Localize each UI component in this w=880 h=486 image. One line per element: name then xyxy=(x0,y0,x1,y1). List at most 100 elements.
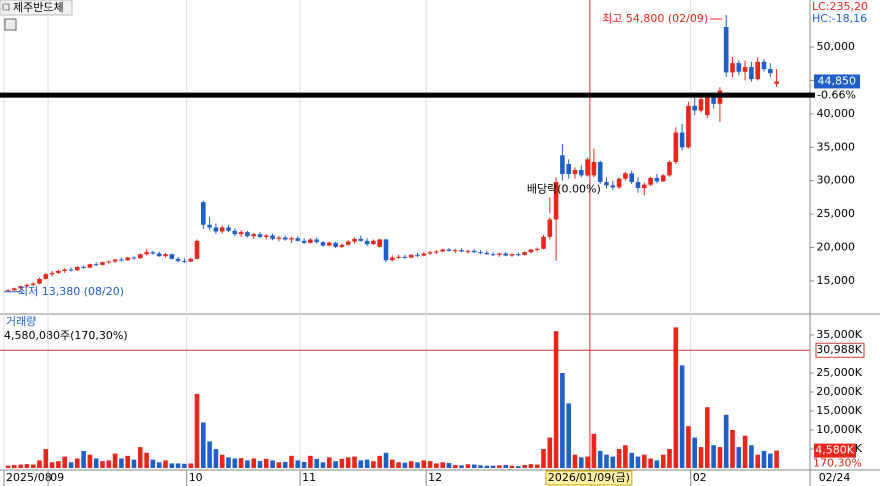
candle-body xyxy=(377,239,382,247)
volume-ratio: 170,30% xyxy=(813,457,862,470)
volume-bar xyxy=(742,435,748,468)
volume-bar xyxy=(345,457,351,468)
candle-body xyxy=(591,161,597,176)
volume-bar xyxy=(660,454,666,468)
candle-body xyxy=(24,284,30,287)
candle-body xyxy=(49,272,55,275)
volume-bar xyxy=(541,449,546,468)
candle-body xyxy=(100,262,105,265)
volume-title: 거래량 xyxy=(6,315,36,328)
candle-body xyxy=(465,250,471,252)
tool-icon[interactable] xyxy=(4,18,17,31)
volume-bar xyxy=(503,464,508,468)
candle-body xyxy=(327,242,332,246)
volume-bar xyxy=(5,465,11,468)
volume-bar xyxy=(245,460,250,468)
volume-bar xyxy=(150,459,156,468)
volume-bar xyxy=(112,453,118,468)
price-box xyxy=(814,74,860,89)
volume-bar xyxy=(100,461,105,468)
volume-bar xyxy=(18,464,23,468)
volume-bar xyxy=(131,459,137,468)
volume-bar xyxy=(761,450,767,468)
volume-bar xyxy=(138,447,143,468)
candle-body xyxy=(654,178,660,182)
volume-bar xyxy=(175,463,181,468)
volume-bar xyxy=(396,462,401,468)
volume-bar xyxy=(314,458,319,468)
volume-bar xyxy=(402,462,408,468)
candle-body xyxy=(434,251,439,253)
candle-body xyxy=(497,253,502,255)
candle-body xyxy=(371,240,376,245)
candle-body xyxy=(516,254,521,256)
volume-bar xyxy=(339,458,345,468)
volume-bar xyxy=(43,449,49,468)
volume-bar xyxy=(415,462,420,468)
candle-body xyxy=(623,173,628,179)
candle-body xyxy=(56,270,61,273)
candle-body xyxy=(503,253,508,256)
volume-bar xyxy=(219,454,225,468)
candle-body xyxy=(402,256,408,258)
volume-bar xyxy=(56,461,61,468)
volume-bar xyxy=(257,461,263,468)
candle-body xyxy=(37,278,42,284)
candle-body xyxy=(358,238,364,241)
volume-bar xyxy=(597,450,603,468)
volume-bar xyxy=(585,456,590,468)
volume-bar xyxy=(654,460,660,468)
x-tick-label: 11 xyxy=(302,471,316,484)
volume-bar xyxy=(629,452,634,468)
volume-bar xyxy=(591,433,597,468)
volume-bar xyxy=(226,457,231,468)
volume-bar xyxy=(692,437,697,468)
volume-bar xyxy=(635,456,641,468)
candle-body xyxy=(352,238,357,242)
candle-body xyxy=(201,202,206,225)
candle-body xyxy=(667,161,672,176)
volume-bar xyxy=(93,458,99,468)
candle-body xyxy=(761,61,767,70)
candle-body xyxy=(629,173,634,183)
volume-bar xyxy=(75,458,80,468)
candle-body xyxy=(604,182,609,186)
x-tick-label: 2026/01/09(금) xyxy=(548,471,630,484)
x-tick-label: 09 xyxy=(50,471,64,484)
volume-bar xyxy=(427,461,433,468)
volume-bar xyxy=(730,430,735,468)
volume-bar xyxy=(547,437,553,468)
candle-body xyxy=(251,234,256,237)
volume-bar xyxy=(459,465,464,468)
volume-tick-label: 35,000K xyxy=(816,328,862,341)
volume-bar xyxy=(276,462,282,468)
volume-bar xyxy=(87,454,93,468)
volume-ref-box xyxy=(815,342,865,358)
candle-body xyxy=(270,235,275,239)
candle-body xyxy=(144,252,149,255)
y-tick-label: 35,000 xyxy=(817,140,856,153)
volume-bar xyxy=(497,465,502,468)
candle-body xyxy=(264,235,269,237)
volume-bar xyxy=(364,459,370,468)
candle-body xyxy=(320,242,326,246)
y-tick-label: 15,000 xyxy=(817,274,856,287)
candle-body xyxy=(81,266,86,268)
x-tick-label: 12 xyxy=(428,471,442,484)
candle-body xyxy=(194,240,200,259)
candle-body xyxy=(698,99,704,111)
candle-body xyxy=(610,185,616,188)
candle-body xyxy=(257,234,263,237)
candle-body xyxy=(768,69,773,74)
volume-bar xyxy=(390,459,395,468)
candle-body xyxy=(528,249,534,253)
volume-tick-label: 25,000K xyxy=(816,366,862,379)
y-tick-label: 20,000 xyxy=(817,241,856,254)
x-tick-label: 10 xyxy=(189,471,203,484)
volume-bar xyxy=(572,454,578,468)
y-tick-label: 30,000 xyxy=(817,174,856,187)
volume-bar xyxy=(471,464,477,468)
candle-body xyxy=(579,169,584,176)
candle-body xyxy=(226,227,231,231)
